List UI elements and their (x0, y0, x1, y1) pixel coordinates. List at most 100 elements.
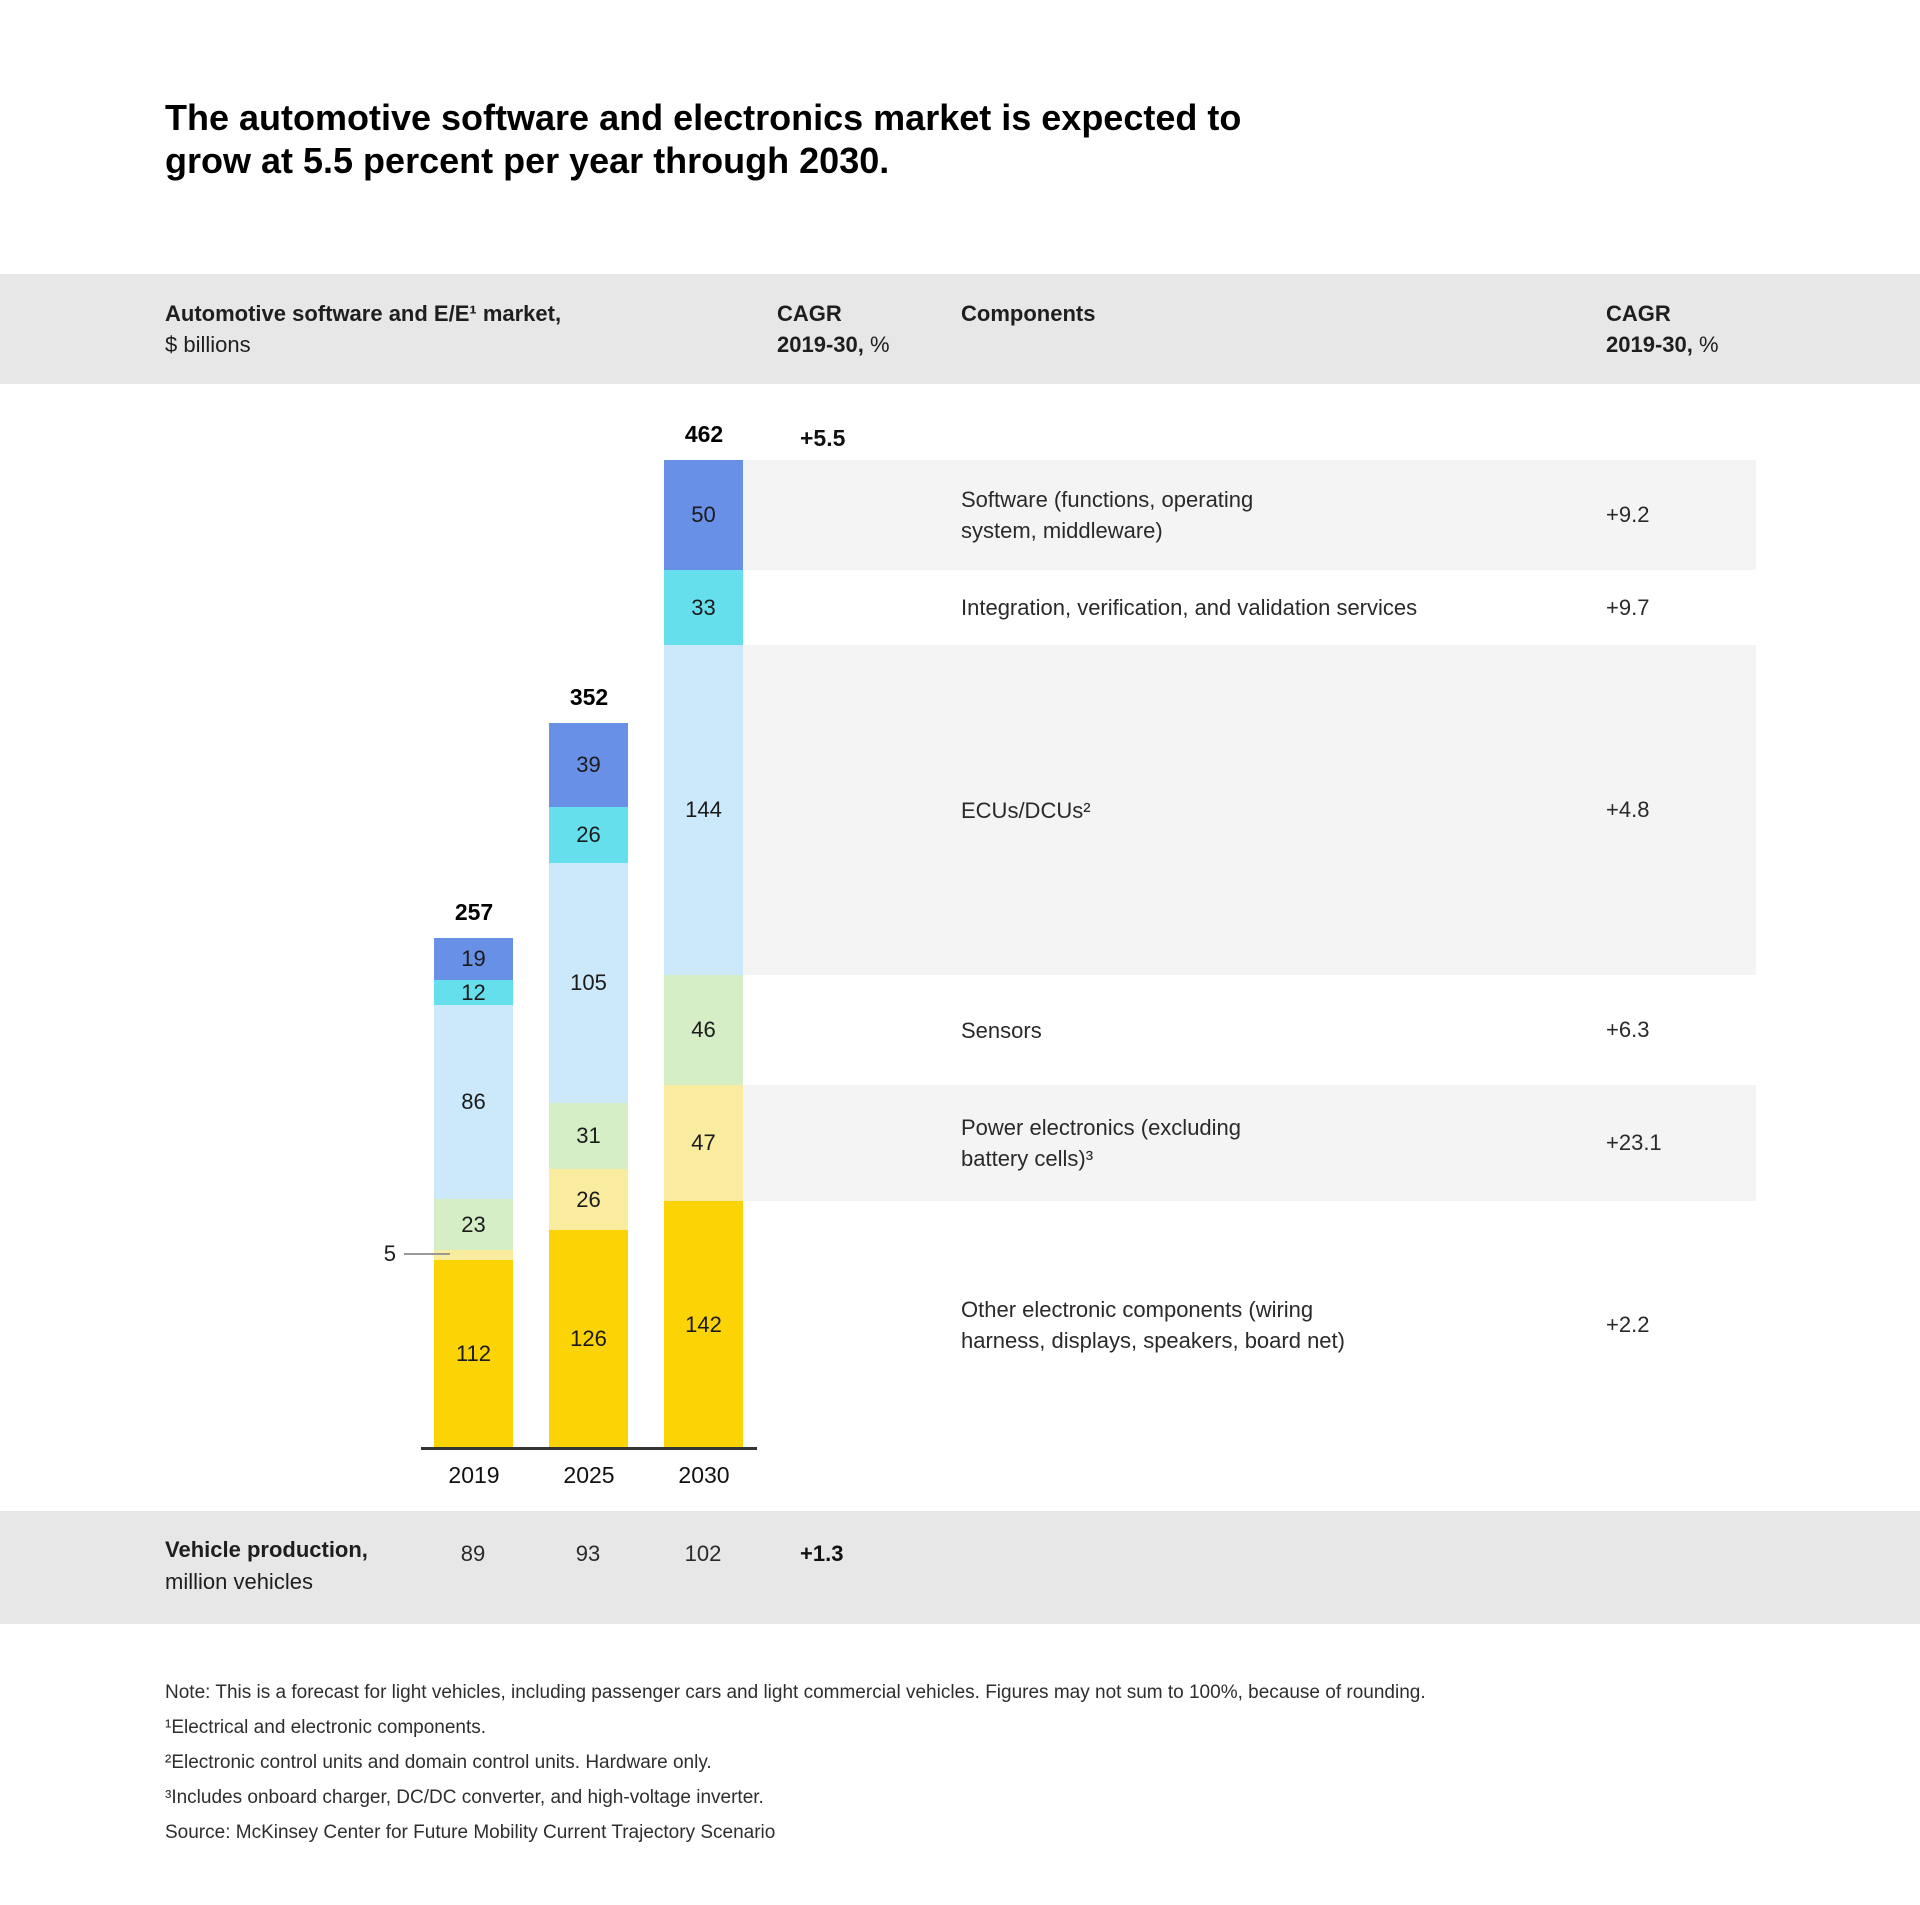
header-components: Components (961, 301, 1096, 326)
bar-2030: 50 33 144 46 47 142 (664, 460, 743, 1448)
bar-2019: 19 12 86 23 112 (434, 938, 513, 1448)
segment-value-label: 105 (570, 970, 607, 995)
bar-2019-seg-software: 19 (434, 938, 513, 980)
segment-value-label: 46 (691, 1017, 716, 1042)
bar-2025-seg-other: 126 (549, 1230, 628, 1448)
bar-2019-seg-integration: 12 (434, 980, 513, 1005)
callout-value-label: 5 (383, 1241, 396, 1266)
bar-total-2025: 352 (569, 684, 609, 710)
component-label-integration: Integration, verification, and validatio… (961, 592, 1431, 623)
component-label-software-line1: Software (functions, operating (961, 487, 1254, 512)
footnote-1: ¹Electrical and electronic components. (165, 1717, 487, 1738)
segment-value-label: 12 (461, 979, 486, 1005)
footnote-source: Source: McKinsey Center for Future Mobil… (165, 1822, 776, 1843)
header-cagr-left-range: 2019-30, (777, 332, 864, 357)
bar-total-2030: 462 (684, 421, 724, 447)
bar-2030-seg-sensors: 46 (664, 975, 743, 1085)
component-label-power-line1: Power electronics (excluding (961, 1115, 1242, 1140)
header-cagr-right-line2: 2019-30, % (1606, 329, 1719, 360)
component-label-software-line2: system, middleware) (961, 518, 1163, 543)
segment-value-label: 33 (691, 594, 716, 620)
x-axis-baseline (421, 1447, 757, 1450)
bar-2019-seg-other: 112 (434, 1260, 513, 1448)
header-cagr-left: CAGR 2019-30, % (777, 298, 890, 360)
segment-value-label: 39 (576, 752, 601, 777)
bar-2030-seg-power: 47 (664, 1085, 743, 1201)
vehicle-production-2030: 102 (684, 1541, 722, 1566)
component-label-ecus: ECUs/DCUs² (961, 795, 1431, 826)
bar-2019-seg-ecus: 86 (434, 1005, 513, 1199)
component-cagr-sensors: +6.3 (1606, 1017, 1650, 1042)
bar-2025-seg-power: 26 (549, 1169, 628, 1230)
component-label-power-line2: battery cells)³ (961, 1146, 1094, 1171)
vehicle-production-label: Vehicle production, million vehicles (165, 1534, 368, 1598)
header-market: Automotive software and E/E¹ market, $ b… (165, 298, 561, 360)
x-axis-label-2019: 2019 (448, 1462, 500, 1488)
bar-total-2019: 257 (454, 899, 494, 925)
bar-2025-seg-ecus: 105 (549, 863, 628, 1103)
header-cagr-left-line1: CAGR (777, 301, 842, 326)
segment-value-label: 86 (461, 1089, 486, 1114)
header-cagr-right-range: 2019-30, (1606, 332, 1693, 357)
segment-value-label: 23 (461, 1211, 486, 1237)
bar-2030-seg-software: 50 (664, 460, 743, 570)
component-row-power: Power electronics (excluding battery cel… (742, 1085, 1756, 1201)
component-cagr-integration: +9.7 (1606, 594, 1650, 620)
footnotes: Note: This is a forecast for light vehic… (165, 1682, 1785, 1857)
bar-2025-seg-sensors: 31 (549, 1103, 628, 1169)
component-row-software: Software (functions, operating system, m… (742, 460, 1756, 570)
segment-value-label: 19 (461, 946, 486, 971)
component-row-ecus: ECUs/DCUs² +4.8 (742, 645, 1756, 975)
bar-2025-seg-integration: 26 (549, 807, 628, 863)
segment-value-label: 26 (576, 822, 601, 847)
bar-2025: 39 26 105 31 26 126 (549, 723, 628, 1448)
component-cagr-software: +9.2 (1606, 502, 1650, 527)
component-cagr-ecus: +4.8 (1606, 797, 1650, 822)
header-cagr-right-line1: CAGR (1606, 301, 1671, 326)
component-label-power: Power electronics (excluding battery cel… (961, 1112, 1431, 1174)
component-label-other: Other electronic components (wiring harn… (961, 1294, 1431, 1356)
bar-2025-seg-software: 39 (549, 723, 628, 807)
vehicle-production-2025: 93 (575, 1541, 601, 1566)
component-label-sensors-line1: Sensors (961, 1017, 1042, 1043)
vehicle-production-cagr: +1.3 (800, 1541, 844, 1566)
page-title: The automotive software and electronics … (165, 96, 1465, 182)
x-axis-label-2025: 2025 (563, 1462, 615, 1488)
bar-2019-seg-sensors: 23 (434, 1199, 513, 1250)
bar-2030-seg-ecus: 144 (664, 645, 743, 975)
segment-value-label: 144 (685, 797, 722, 822)
header-cagr-left-unit: % (869, 332, 890, 357)
component-cagr-power: +23.1 (1606, 1130, 1662, 1155)
vehicle-production-label-line2: million vehicles (165, 1569, 313, 1594)
x-axis-label-2030: 2030 (678, 1462, 730, 1488)
component-row-sensors: Sensors +6.3 (742, 975, 1756, 1085)
footnote-3: ³Includes onboard charger, DC/DC convert… (165, 1787, 764, 1808)
segment-value-label: 50 (691, 502, 716, 527)
vehicle-production-label-line1: Vehicle production, (165, 1537, 368, 1562)
bar-2030-seg-other: 142 (664, 1201, 743, 1448)
component-label-sensors: Sensors (961, 1015, 1431, 1046)
component-cagr-other: +2.2 (1606, 1311, 1650, 1337)
segment-value-label: 142 (685, 1311, 722, 1337)
component-label-software: Software (functions, operating system, m… (961, 484, 1431, 546)
bar-2030-seg-integration: 33 (664, 570, 743, 645)
component-label-integration-line1: Integration, verification, and validatio… (961, 595, 1418, 620)
segment-value-label: 126 (570, 1326, 607, 1351)
vehicle-production-band: Vehicle production, million vehicles 89 … (0, 1511, 1920, 1624)
header-cagr-left-line2: 2019-30, % (777, 329, 890, 360)
callout-leader-line (404, 1253, 450, 1255)
component-label-other-line1: Other electronic components (wiring (961, 1296, 1314, 1322)
segment-value-label: 47 (691, 1130, 716, 1155)
segment-value-label: 31 (576, 1123, 601, 1148)
header-cagr-right: CAGR 2019-30, % (1606, 298, 1719, 360)
page-title-line1: The automotive software and electronics … (165, 97, 1242, 138)
component-label-ecus-line1: ECUs/DCUs² (961, 797, 1091, 823)
overall-cagr-value: +5.5 (800, 425, 846, 451)
segment-value-label: 26 (576, 1186, 601, 1212)
segment-value-label: 112 (455, 1341, 492, 1366)
footnote-2: ²Electronic control units and domain con… (165, 1752, 712, 1773)
footnote-note: Note: This is a forecast for light vehic… (165, 1682, 1426, 1703)
header-market-line1: Automotive software and E/E¹ market, (165, 301, 562, 326)
header-cagr-right-unit: % (1698, 332, 1719, 357)
